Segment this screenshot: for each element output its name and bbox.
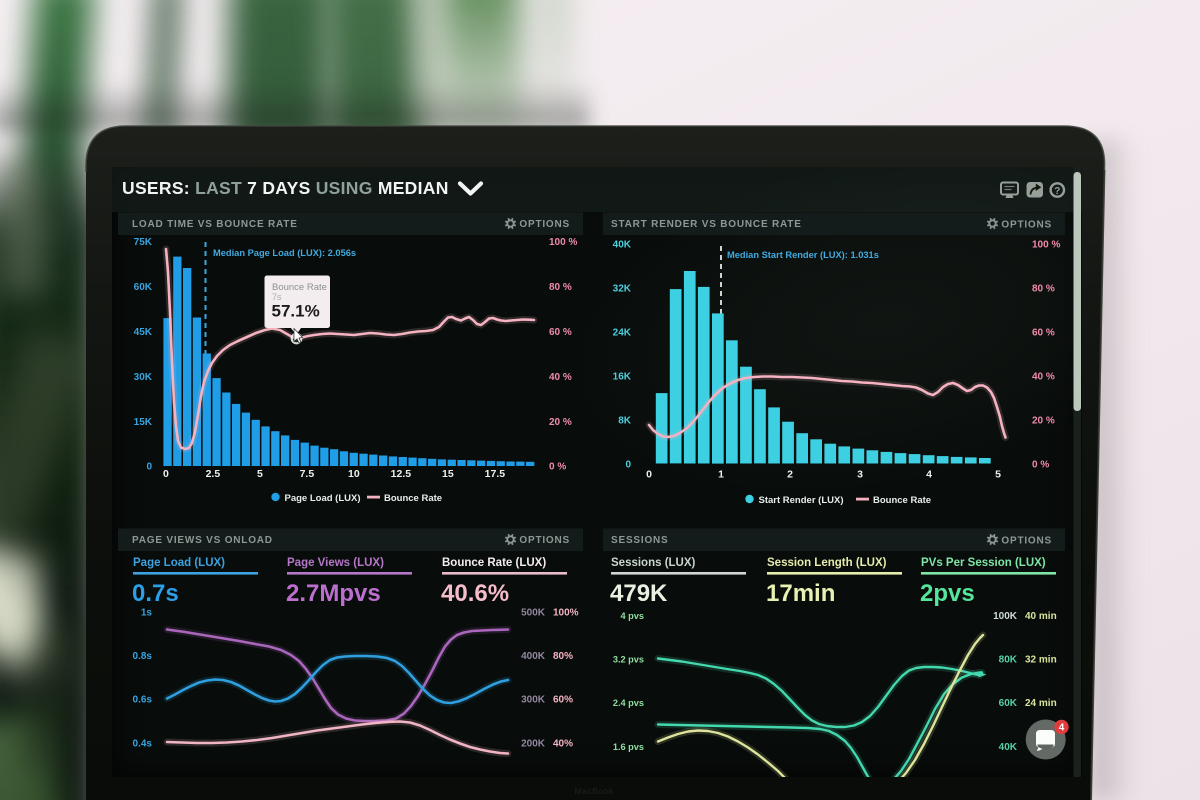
svg-text:5: 5 [257,468,263,480]
svg-text:60%: 60% [553,695,573,706]
svg-text:SESSIONS: SESSIONS [611,535,669,546]
svg-text:0.8s: 0.8s [133,651,153,662]
svg-text:20 %: 20 % [1032,416,1055,427]
svg-text:80 %: 80 % [549,282,572,293]
svg-text:100 %: 100 % [1032,240,1060,251]
svg-text:PAGE VIEWS VS ONLOAD: PAGE VIEWS VS ONLOAD [132,535,273,546]
svg-text:0: 0 [646,469,652,481]
svg-text:300K: 300K [521,695,546,706]
svg-text:Sessions (LUX): Sessions (LUX) [611,557,696,569]
svg-text:40K: 40K [613,240,632,251]
svg-text:32 min: 32 min [1025,655,1057,666]
svg-text:80%: 80% [553,651,573,662]
svg-text:2.4 pvs: 2.4 pvs [613,698,644,708]
svg-text:OPTIONS: OPTIONS [519,535,570,546]
svg-text:60K: 60K [134,282,153,293]
svg-text:100%: 100% [553,608,579,619]
svg-text:MacBook: MacBook [575,786,614,796]
svg-text:16K: 16K [613,372,632,383]
svg-text:12.5: 12.5 [391,468,412,480]
svg-text:400K: 400K [521,651,546,662]
svg-text:500K: 500K [521,608,546,619]
svg-text:15K: 15K [134,417,153,428]
svg-text:45K: 45K [134,327,153,338]
svg-text:Page Load (LUX): Page Load (LUX) [133,557,225,569]
svg-text:0.4s: 0.4s [133,739,153,750]
svg-text:20 %: 20 % [549,417,572,428]
svg-text:LOAD TIME VS BOUNCE RATE: LOAD TIME VS BOUNCE RATE [132,219,298,230]
svg-text:Median Start Render (LUX): 1.0: Median Start Render (LUX): 1.031s [727,250,879,260]
svg-text:0: 0 [625,460,631,471]
svg-text:7s: 7s [272,292,282,302]
svg-text:40.6%: 40.6% [441,580,509,607]
svg-text:100K: 100K [993,611,1018,622]
svg-text:17min: 17min [766,580,835,607]
svg-text:24K: 24K [613,328,632,339]
svg-text:5: 5 [995,469,1001,481]
svg-text:60 %: 60 % [1032,328,1055,339]
svg-text:2: 2 [787,469,793,481]
svg-text:30K: 30K [134,372,153,383]
svg-text:40 %: 40 % [1032,372,1055,383]
svg-text:200K: 200K [521,739,546,750]
svg-text:100 %: 100 % [549,237,577,248]
svg-text:Bounce Rate (LUX): Bounce Rate (LUX) [442,557,546,569]
svg-text:0 %: 0 % [1032,460,1049,471]
svg-text:Page Views (LUX): Page Views (LUX) [287,557,384,569]
svg-text:3.2 pvs: 3.2 pvs [613,655,644,665]
svg-text:57.1%: 57.1% [272,302,320,321]
svg-text:0 %: 0 % [549,462,566,473]
svg-text:40 %: 40 % [549,372,572,383]
svg-text:0.7s: 0.7s [132,580,179,607]
svg-text:PVs Per Session (LUX): PVs Per Session (LUX) [921,557,1046,569]
svg-text:2.5: 2.5 [206,468,221,480]
svg-text:60K: 60K [999,698,1018,709]
svg-text:60 %: 60 % [549,327,572,338]
svg-text:4: 4 [926,469,932,481]
svg-text:1s: 1s [141,608,153,619]
svg-text:24 min: 24 min [1025,698,1057,709]
svg-text:2.7Mpvs: 2.7Mpvs [286,580,381,607]
svg-text:Session Length (LUX): Session Length (LUX) [767,557,887,569]
svg-text:OPTIONS: OPTIONS [1001,220,1052,231]
svg-text:Bounce Rate: Bounce Rate [272,282,327,293]
svg-text:17.5: 17.5 [485,468,506,480]
svg-text:4: 4 [1059,723,1065,734]
svg-text:Bounce Rate: Bounce Rate [873,495,931,506]
svg-text:8K: 8K [618,416,632,427]
svg-text:Bounce Rate: Bounce Rate [384,493,442,504]
svg-text:4 pvs: 4 pvs [621,611,645,621]
svg-text:Start Render (LUX): Start Render (LUX) [759,495,844,506]
svg-text:USERS: LAST 7 DAYS USING MEDIA: USERS: LAST 7 DAYS USING MEDIAN [122,178,449,198]
svg-text:0: 0 [163,468,169,480]
svg-text:40 min: 40 min [1025,611,1057,622]
svg-text:10: 10 [348,468,360,480]
svg-text:479K: 479K [610,580,668,607]
svg-text:Page Load (LUX): Page Load (LUX) [285,493,361,504]
svg-text:40%: 40% [553,739,573,750]
svg-text:80 %: 80 % [1032,284,1055,295]
svg-text:0: 0 [146,462,152,473]
svg-text:Median Page Load (LUX): 2.056s: Median Page Load (LUX): 2.056s [213,248,356,258]
svg-text:3: 3 [857,469,863,481]
svg-text:80K: 80K [999,655,1018,666]
svg-text:?: ? [1054,186,1060,197]
svg-text:7.5: 7.5 [300,468,315,480]
svg-text:1.6 pvs: 1.6 pvs [613,742,644,752]
svg-text:OPTIONS: OPTIONS [1001,536,1052,547]
svg-text:40K: 40K [999,742,1018,753]
svg-text:15: 15 [442,468,454,480]
svg-text:0.6s: 0.6s [133,695,153,706]
svg-text:START RENDER VS BOUNCE RATE: START RENDER VS BOUNCE RATE [611,219,802,230]
svg-text:2pvs: 2pvs [920,580,975,607]
svg-text:OPTIONS: OPTIONS [519,219,570,230]
svg-text:32K: 32K [613,284,632,295]
svg-text:1: 1 [718,469,724,481]
svg-text:75K: 75K [134,237,153,248]
